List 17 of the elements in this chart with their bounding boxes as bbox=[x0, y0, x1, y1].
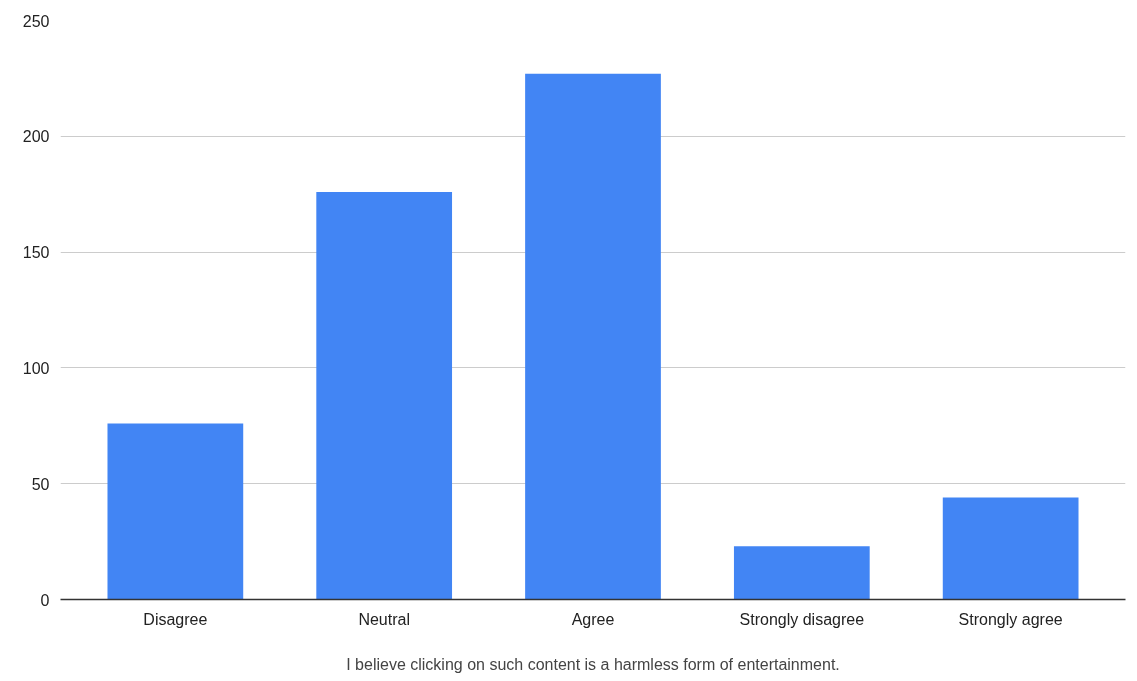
y-tick-label: 200 bbox=[22, 128, 50, 146]
y-tick-label: 100 bbox=[22, 359, 50, 377]
y-tick-label: 250 bbox=[22, 12, 50, 30]
x-tick-label: Strongly disagree bbox=[739, 610, 865, 628]
bar bbox=[316, 191, 453, 600]
x-tick-label: Strongly agree bbox=[958, 610, 1063, 628]
x-axis-title: I believe clicking on such content is a harmless form of entertainment. bbox=[346, 655, 840, 673]
x-tick-label: Agree bbox=[571, 610, 615, 628]
bar bbox=[942, 497, 1079, 600]
bar bbox=[525, 73, 661, 600]
bar bbox=[107, 423, 244, 600]
x-tick-label: Neutral bbox=[358, 610, 410, 628]
y-tick-label: 50 bbox=[31, 475, 50, 493]
y-tick-label: 0 bbox=[40, 591, 50, 609]
y-tick-label: 150 bbox=[22, 244, 50, 262]
bar bbox=[733, 546, 870, 600]
x-tick-label: Disagree bbox=[143, 610, 208, 628]
